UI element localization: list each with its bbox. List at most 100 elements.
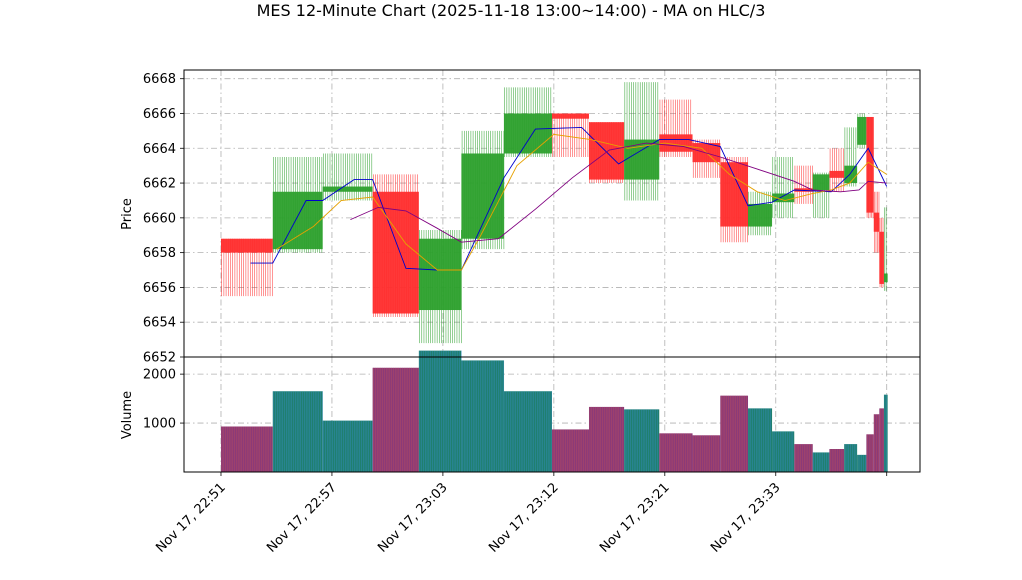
ma-mid-line — [276, 133, 887, 271]
volume-bar-7 — [552, 429, 589, 472]
volume-bar-body — [879, 408, 884, 472]
volume-grid — [184, 357, 920, 472]
candle-22 — [879, 217, 884, 288]
candle-body — [461, 153, 504, 239]
volume-bar-1 — [272, 391, 323, 472]
price-tick-label: 6658 — [143, 246, 176, 261]
volume-bar-12 — [720, 395, 749, 472]
price-tick-label: 6668 — [143, 72, 176, 87]
candle-9 — [624, 82, 660, 201]
volume-bar-15 — [794, 444, 813, 472]
volume-tick-label: 1000 — [143, 417, 176, 432]
candle-body — [659, 134, 693, 152]
volume-tick-label: 2000 — [143, 368, 176, 383]
volume-bar-14 — [772, 431, 795, 472]
candle-body — [812, 174, 830, 191]
volume-bar-body — [720, 395, 749, 472]
price-tick-label: 6656 — [143, 281, 176, 296]
candle-body — [844, 165, 858, 184]
volume-bar-body — [883, 394, 888, 472]
candle-body — [829, 170, 845, 178]
volume-bar-body — [692, 435, 721, 472]
volume-axis-label: Volume — [120, 391, 135, 439]
candle-body — [866, 116, 874, 213]
time-tick-label: Nov 17, 22:51 — [153, 480, 229, 556]
volume-axis-ticks: 1000 2000 — [143, 368, 184, 432]
price-tick-label: 6652 — [143, 351, 176, 366]
candle-15 — [794, 165, 813, 204]
volume-bar-6 — [503, 391, 552, 472]
candle-13 — [748, 191, 773, 236]
price-candles — [220, 82, 888, 344]
volume-bar-body — [372, 367, 419, 472]
candle-body — [720, 162, 749, 227]
volume-bar-8 — [588, 406, 625, 472]
time-tick-label: Nov 17, 23:33 — [708, 480, 784, 556]
volume-bar-19 — [857, 454, 867, 472]
price-tick-label: 6664 — [143, 142, 176, 157]
candle-0 — [220, 238, 273, 297]
moving-average-lines — [250, 126, 888, 271]
volume-bar-0 — [220, 426, 273, 472]
volume-bar-10 — [659, 433, 693, 472]
candle-14 — [772, 156, 795, 218]
candle-body — [372, 191, 419, 314]
candle-23 — [883, 207, 888, 291]
candle-8 — [588, 122, 625, 184]
candle-10 — [659, 99, 693, 157]
volume-bar-18 — [844, 444, 858, 472]
price-tick-label: 6654 — [143, 316, 176, 331]
candle-body — [322, 186, 373, 192]
volume-bar-body — [624, 409, 660, 472]
volume-bar-13 — [748, 408, 773, 472]
volume-bar-21 — [873, 414, 880, 472]
candle-19 — [857, 113, 867, 149]
candle-17 — [829, 148, 845, 192]
price-axis-label: Price — [120, 198, 135, 230]
volume-bar-20 — [866, 434, 874, 472]
ma-slow-line — [350, 142, 887, 243]
candle-body — [748, 203, 773, 227]
candle-body — [879, 231, 884, 284]
candle-3 — [372, 174, 419, 317]
price-tick-label: 6660 — [143, 211, 176, 226]
volume-bar-9 — [624, 409, 660, 472]
candle-4 — [418, 230, 462, 344]
time-tick-label: Nov 17, 23:03 — [375, 480, 451, 556]
candle-2 — [322, 153, 373, 201]
time-tick-label: Nov 17, 23:12 — [486, 480, 562, 556]
candle-body — [588, 122, 625, 180]
volume-bar-2 — [322, 420, 373, 472]
candle-body — [272, 191, 323, 250]
volume-bar-17 — [829, 449, 845, 472]
volume-bar-16 — [812, 452, 830, 472]
volume-bar-body — [866, 434, 874, 472]
volume-bar-3 — [372, 367, 419, 472]
volume-bar-23 — [883, 394, 888, 472]
price-axis-ticks: 6652 6654 6656 6658 6660 6662 6664 6666 6668 — [143, 72, 184, 366]
candle-body — [873, 212, 880, 232]
time-tick-label: Nov 17, 23:21 — [597, 480, 673, 556]
volume-bar-11 — [692, 435, 721, 472]
volume-bars — [220, 350, 888, 472]
price-tick-label: 6662 — [143, 177, 176, 192]
candle-body — [772, 193, 795, 203]
candle-body — [857, 116, 867, 145]
candle-body — [624, 139, 660, 180]
candle-body — [418, 238, 462, 311]
volume-bar-body — [588, 406, 625, 472]
volume-bar-22 — [879, 408, 885, 472]
time-tick-label: Nov 17, 22:57 — [264, 480, 340, 556]
volume-bar-body — [829, 449, 845, 472]
chart-title: MES 12-Minute Chart (2025-11-18 13:00~14… — [257, 1, 766, 20]
candle-6 — [503, 87, 552, 157]
volume-panel-frame — [183, 356, 921, 473]
price-tick-label: 6666 — [143, 107, 176, 122]
volume-bar-body — [772, 431, 795, 472]
candle-body — [503, 113, 552, 154]
candle-body — [220, 238, 273, 253]
ma-fast-line — [250, 126, 888, 271]
candle-16 — [812, 172, 830, 218]
